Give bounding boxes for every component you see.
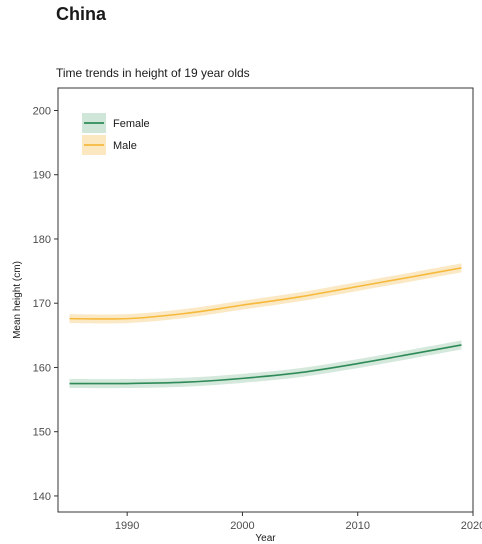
- legend-label-male: Male: [113, 140, 137, 152]
- series-line-female: [69, 344, 462, 385]
- y-tick-label: 160: [33, 362, 51, 374]
- x-tick-label: 2010: [345, 520, 369, 532]
- y-axis-title: Mean height (cm): [12, 261, 23, 339]
- x-tick-label: 2020: [461, 520, 482, 532]
- x-tick-label: 2000: [230, 520, 254, 532]
- y-tick-label: 140: [33, 491, 51, 503]
- chart-title: Time trends in height of 19 year olds: [56, 66, 250, 80]
- page-title: China: [56, 4, 107, 24]
- y-tick-label: 170: [33, 298, 51, 310]
- y-tick-label: 200: [33, 105, 51, 117]
- confidence-band-male: [69, 263, 462, 324]
- confidence-band-female: [69, 340, 462, 389]
- plot-panel-border: [57, 87, 474, 513]
- legend-label-female: Female: [113, 118, 150, 130]
- series-line-male: [69, 267, 462, 320]
- y-tick-label: 180: [33, 234, 51, 246]
- x-tick-label: 1990: [115, 520, 139, 532]
- x-axis-title: Year: [255, 533, 276, 544]
- legend: Female Male: [82, 113, 150, 155]
- y-tick-label: 190: [33, 170, 51, 182]
- y-tick-label: 150: [33, 427, 51, 439]
